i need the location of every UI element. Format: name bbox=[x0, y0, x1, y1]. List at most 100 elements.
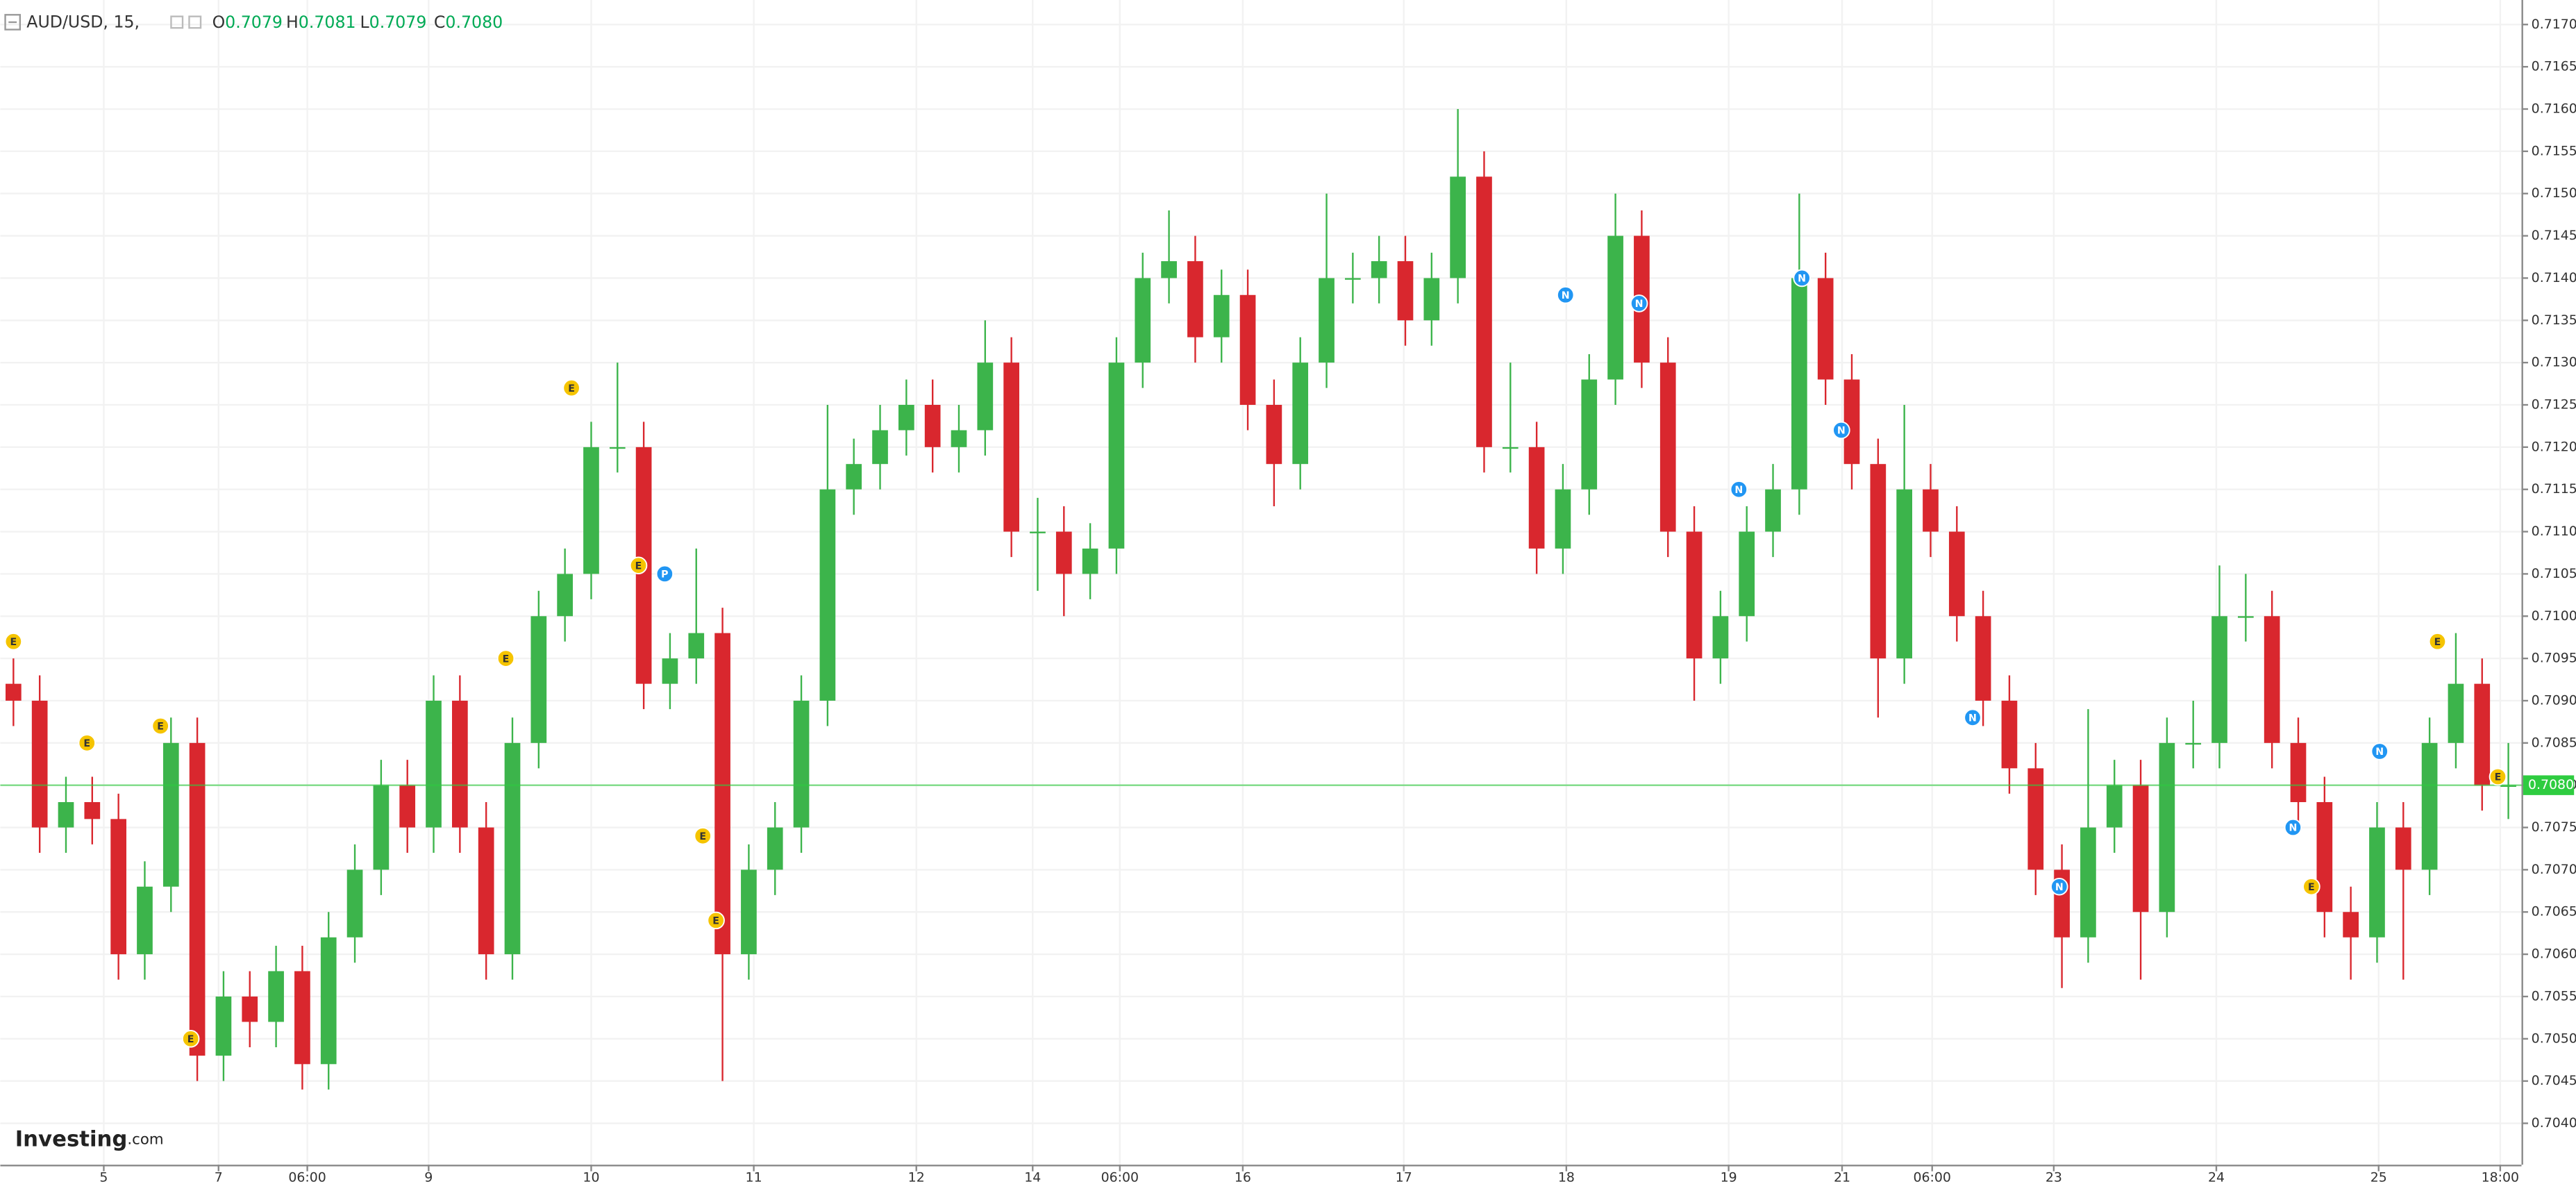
candle-body bbox=[2264, 616, 2280, 743]
candle-body bbox=[1161, 261, 1177, 278]
x-tick-label: 18:00 bbox=[2482, 1170, 2519, 1185]
event-marker[interactable] bbox=[2370, 742, 2389, 760]
candle-body bbox=[1686, 531, 1703, 659]
event-marker[interactable] bbox=[2302, 877, 2320, 896]
x-tick-label: 11 bbox=[746, 1170, 762, 1185]
candle-body bbox=[2185, 742, 2202, 745]
x-tick-label: 21 bbox=[1834, 1170, 1850, 1185]
event-marker[interactable] bbox=[1630, 294, 1648, 313]
candle-body bbox=[951, 430, 967, 447]
candle-body bbox=[662, 658, 678, 684]
y-tick-label: 0.7165 bbox=[2532, 59, 2576, 74]
candle-body bbox=[2106, 785, 2123, 828]
event-marker[interactable] bbox=[1832, 421, 1850, 440]
y-tick-label: 0.7115 bbox=[2532, 481, 2576, 497]
x-tick-label: 5 bbox=[99, 1170, 108, 1185]
x-tick-label: 06:00 bbox=[1101, 1170, 1139, 1185]
candle-body bbox=[714, 633, 730, 955]
ohlc-value: 0.7079 bbox=[369, 13, 427, 32]
candle-body bbox=[1502, 447, 1519, 449]
candle-body bbox=[2421, 742, 2438, 870]
candle-body bbox=[609, 447, 626, 449]
event-marker[interactable] bbox=[655, 565, 674, 583]
event-label: N bbox=[1562, 290, 1570, 301]
event-label: E bbox=[699, 831, 706, 842]
candle-body bbox=[452, 700, 468, 828]
grid bbox=[0, 0, 2522, 1165]
candle-body bbox=[2211, 616, 2227, 743]
candle-body bbox=[1345, 278, 1361, 280]
y-tick-label: 0.7050 bbox=[2532, 1031, 2576, 1046]
candle-body bbox=[1135, 278, 1151, 363]
candle-body bbox=[1239, 294, 1256, 405]
candle-body bbox=[977, 363, 994, 431]
y-tick-label: 0.7045 bbox=[2532, 1073, 2576, 1088]
close-button[interactable] bbox=[188, 15, 202, 29]
event-marker[interactable] bbox=[4, 632, 23, 651]
candle-body bbox=[2316, 802, 2333, 913]
x-tick-label: 7 bbox=[215, 1170, 223, 1185]
event-label: E bbox=[568, 383, 575, 394]
candle-body bbox=[478, 827, 494, 955]
y-tick-label: 0.7040 bbox=[2532, 1115, 2576, 1131]
candle-body bbox=[137, 886, 153, 955]
candle-body bbox=[2369, 827, 2385, 938]
x-tick-label: 25 bbox=[2370, 1170, 2387, 1185]
event-marker[interactable] bbox=[1730, 480, 1748, 499]
candle-body bbox=[2080, 827, 2096, 938]
candle-body bbox=[346, 869, 363, 938]
y-tick-label: 0.7055 bbox=[2532, 988, 2576, 1003]
event-label: N bbox=[2055, 882, 2064, 893]
event-marker[interactable] bbox=[694, 826, 712, 845]
y-tick-label: 0.7075 bbox=[2532, 819, 2576, 835]
ohlc-item: O0.7079 bbox=[212, 13, 283, 32]
event-label: E bbox=[157, 722, 164, 733]
x-tick-label: 10 bbox=[583, 1170, 599, 1185]
y-tick-label: 0.7060 bbox=[2532, 947, 2576, 962]
event-marker[interactable] bbox=[2428, 632, 2447, 651]
logo-main: Investing bbox=[15, 1126, 128, 1151]
x-tick-label: 24 bbox=[2208, 1170, 2225, 1185]
ohlc-item: L0.7079 bbox=[360, 13, 426, 32]
collapse-button[interactable] bbox=[4, 14, 22, 31]
ohlc-label: C bbox=[434, 13, 446, 32]
event-marker[interactable] bbox=[707, 911, 725, 930]
event-marker[interactable] bbox=[151, 717, 169, 735]
event-marker[interactable] bbox=[496, 649, 515, 667]
candle-body bbox=[530, 616, 547, 743]
candle-body bbox=[426, 700, 442, 828]
event-marker[interactable] bbox=[181, 1030, 200, 1048]
candle-body bbox=[1319, 278, 1335, 363]
event-label: E bbox=[635, 560, 642, 572]
event-label: P bbox=[661, 569, 668, 581]
y-tick-label: 0.7140 bbox=[2532, 270, 2576, 285]
x-tick-label: 19 bbox=[1721, 1170, 1737, 1185]
event-marker[interactable] bbox=[2284, 818, 2302, 837]
event-marker[interactable] bbox=[562, 378, 580, 397]
candle-body bbox=[2001, 700, 2018, 769]
candle-body bbox=[110, 819, 126, 955]
event-marker[interactable] bbox=[2050, 877, 2068, 896]
event-marker[interactable] bbox=[629, 556, 648, 575]
candle-body bbox=[1030, 531, 1046, 533]
candle-body bbox=[58, 802, 74, 828]
event-marker[interactable] bbox=[78, 734, 97, 752]
settings-button[interactable] bbox=[170, 15, 184, 29]
candle-body bbox=[1948, 531, 1965, 617]
ohlc-legend: O0.7079 H0.7081 L0.7079 C0.7080 bbox=[212, 13, 503, 32]
y-tick-label: 0.7070 bbox=[2532, 862, 2576, 877]
event-label: E bbox=[83, 738, 90, 749]
event-marker[interactable] bbox=[1964, 708, 1982, 727]
event-marker[interactable] bbox=[1793, 269, 1811, 288]
event-marker[interactable] bbox=[2489, 767, 2507, 786]
candle-body bbox=[1607, 235, 1623, 380]
event-marker[interactable] bbox=[1556, 285, 1575, 304]
y-tick-label: 0.7085 bbox=[2532, 735, 2576, 750]
y-tick-label: 0.7110 bbox=[2532, 524, 2576, 539]
candle-body bbox=[242, 996, 258, 1022]
candle-body bbox=[1266, 404, 1282, 465]
candle-body bbox=[1923, 489, 1939, 532]
candle-body bbox=[688, 633, 705, 659]
event-label: E bbox=[503, 653, 510, 665]
